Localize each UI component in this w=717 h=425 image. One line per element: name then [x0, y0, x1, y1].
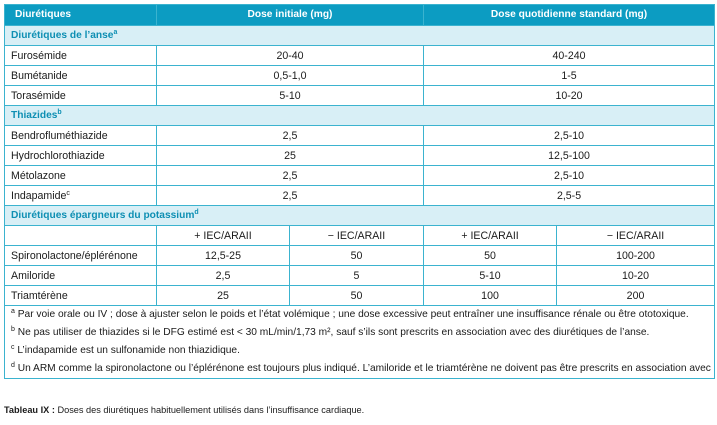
drug-name: Torasémide [4, 85, 157, 106]
standard-dose: 2,5-5 [423, 185, 716, 206]
header-dose-initiale: Dose initiale (mg) [155, 4, 425, 26]
footnote-marker: c [11, 344, 15, 351]
standard-dose: 10-20 [423, 85, 716, 106]
dose-cell: 5-10 [423, 265, 558, 286]
initial-dose: 2,5 [155, 125, 425, 146]
dose-cell: 50 [423, 245, 558, 266]
subheader-row: + IEC/ARAII − IEC/ARAII + IEC/ARAII − IE… [4, 225, 716, 246]
initial-dose: 20-40 [155, 45, 425, 66]
standard-dose: 2,5-10 [423, 165, 716, 186]
dose-cell: 10-20 [556, 265, 716, 286]
subheader-without-iec: − IEC/ARAII [556, 225, 716, 246]
standard-dose: 40-240 [423, 45, 716, 66]
table-row: Triamtérène 25 50 100 200 [4, 285, 716, 306]
drug-name: Spironolactone/éplérénone [4, 245, 157, 266]
section-label-potassium-text: Diurétiques épargneurs du potassium [11, 209, 195, 221]
header-dose-standard: Dose quotidienne standard (mg) [423, 4, 716, 26]
section-label-loop-text: Diurétiques de l’anse [11, 29, 114, 41]
standard-dose: 1-5 [423, 65, 716, 86]
subheader-without-iec: − IEC/ARAII [288, 225, 425, 246]
dose-cell: 2,5 [156, 265, 290, 286]
footnote-text: L’indapamide est un sulfonamide non thia… [14, 345, 240, 356]
footnote-marker: a [11, 308, 15, 315]
footnotes-row: a Par voie orale ou IV ; dose à ajuster … [3, 305, 716, 379]
drug-name: Métolazone [4, 165, 157, 186]
footnote-ref: b [57, 108, 62, 116]
dose-cell: 50 [288, 245, 425, 266]
section-label-thiazides-text: Thiazides [11, 109, 58, 121]
initial-dose: 2,5 [155, 185, 425, 206]
diuretics-table: Diurétiques Dose initiale (mg) Dose quot… [3, 4, 716, 379]
drug-name: Furosémide [4, 45, 157, 66]
dose-cell: 100 [423, 285, 558, 306]
footnote-a: a Par voie orale ou IV ; dose à ajuster … [11, 307, 708, 325]
caption-text: Doses des diurétiques habituellement uti… [54, 405, 365, 415]
table-row: Indapamidec 2,5 2,5-5 [4, 185, 716, 206]
table-row: Bendrofluméthiazide 2,5 2,5-10 [4, 125, 716, 146]
dose-cell: 12,5-25 [156, 245, 290, 266]
table-row: Furosémide 20-40 40-240 [4, 45, 716, 66]
table-row: Hydrochlorothiazide 25 12,5-100 [4, 145, 716, 166]
footnote-text: Ne pas utiliser de thiazides si le DFG e… [14, 327, 650, 338]
table-row: Amiloride 2,5 5 5-10 10-20 [4, 265, 716, 286]
dose-cell: 200 [556, 285, 716, 306]
subheader-empty-cell [4, 225, 157, 246]
table-row: Bumétanide 0,5-1,0 1-5 [4, 65, 716, 86]
footnote-b: b Ne pas utiliser de thiazides si le DFG… [11, 324, 708, 342]
subheader-with-iec: + IEC/ARAII [423, 225, 558, 246]
drug-name: Bendrofluméthiazide [4, 125, 157, 146]
drug-name: Indapamidec [4, 185, 157, 206]
initial-dose: 25 [155, 145, 425, 166]
drug-name: Triamtérène [4, 285, 157, 306]
drug-name: Bumétanide [4, 65, 157, 86]
subheader-with-iec: + IEC/ARAII [156, 225, 290, 246]
dose-cell: 50 [288, 285, 425, 306]
footnote-ref: a [113, 28, 118, 36]
section-label-loop: Diurétiques de l’ansea [3, 25, 716, 46]
footnotes-cell: a Par voie orale ou IV ; dose à ajuster … [3, 305, 716, 379]
section-row-loop: Diurétiques de l’ansea [3, 25, 716, 46]
drug-name: Hydrochlorothiazide [4, 145, 157, 166]
header-diuretiques: Diurétiques [4, 4, 157, 26]
footnote-text: Un ARM comme la spironolactone ou l’éplé… [14, 363, 715, 374]
footnote-text: Par voie orale ou IV ; dose à ajuster se… [14, 309, 689, 320]
dose-cell: 100-200 [556, 245, 716, 266]
dose-cell: 5 [288, 265, 425, 286]
section-row-thiazides: Thiazidesb [3, 105, 716, 126]
table-row: Métolazone 2,5 2,5-10 [4, 165, 716, 186]
caption-label: Tableau IX : [4, 405, 55, 415]
initial-dose: 5-10 [155, 85, 425, 106]
footnote-c: c L’indapamide est un sulfonamide non th… [11, 342, 708, 360]
footnote-marker: d [11, 362, 15, 369]
header-row: Diurétiques Dose initiale (mg) Dose quot… [4, 4, 716, 26]
table-row: Torasémide 5-10 10-20 [4, 85, 716, 106]
footnote-marker: b [11, 326, 15, 333]
footnote-ref: c [66, 189, 70, 197]
initial-dose: 2,5 [155, 165, 425, 186]
footnote-ref: d [194, 208, 199, 216]
section-label-thiazides: Thiazidesb [3, 105, 716, 126]
section-row-potassium: Diurétiques épargneurs du potassiumd [3, 205, 716, 226]
standard-dose: 2,5-10 [423, 125, 716, 146]
drug-name-text: Indapamide [11, 189, 67, 202]
table-row: Spironolactone/éplérénone 12,5-25 50 50 … [4, 245, 716, 266]
drug-name: Amiloride [4, 265, 157, 286]
dose-cell: 25 [156, 285, 290, 306]
standard-dose: 12,5-100 [423, 145, 716, 166]
footnote-d: d Un ARM comme la spironolactone ou l’ép… [11, 360, 714, 378]
initial-dose: 0,5-1,0 [155, 65, 425, 86]
section-label-potassium: Diurétiques épargneurs du potassiumd [3, 205, 716, 226]
table-caption: Tableau IX : Doses des diurétiques habit… [4, 405, 364, 415]
